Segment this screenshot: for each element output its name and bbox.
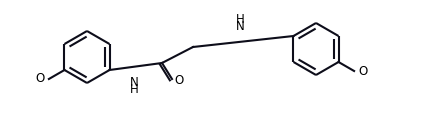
Text: H: H xyxy=(130,83,138,96)
Text: O: O xyxy=(35,72,45,86)
Text: O: O xyxy=(358,65,368,78)
Text: O: O xyxy=(174,74,184,88)
Text: H: H xyxy=(236,13,245,26)
Text: N: N xyxy=(236,21,245,34)
Text: N: N xyxy=(130,76,138,88)
